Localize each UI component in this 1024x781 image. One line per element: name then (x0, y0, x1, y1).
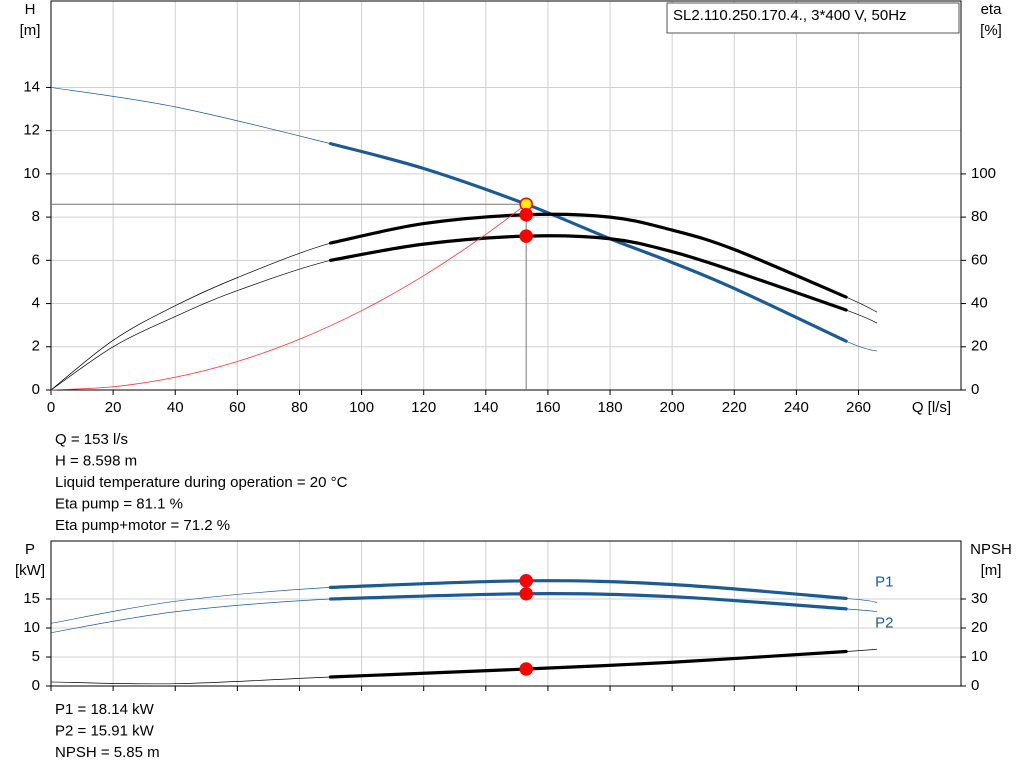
y2-tick-label: 30 (971, 590, 988, 607)
x-axis-label: Q [l/s] (912, 399, 951, 416)
y-tick-label: 8 (32, 208, 40, 225)
y2-tick-label: 80 (971, 208, 988, 225)
y-tick-label: 2 (32, 338, 40, 355)
y2-tick-label: 60 (971, 251, 988, 268)
y2-tick-label: 20 (971, 338, 988, 355)
y-tick-label: 0 (32, 381, 40, 398)
curve-thick (328, 649, 848, 679)
operating-point (519, 586, 533, 601)
info-line: P1 = 18.14 kW (55, 701, 155, 718)
operating-point (519, 574, 533, 588)
y2-axis-unit: [%] (980, 22, 1002, 39)
y2-axis-unit: [m] (981, 562, 1002, 579)
plot-frame (50, 540, 962, 687)
y2-tick-label: 0 (971, 677, 979, 694)
x-tick-label: 260 (846, 399, 871, 416)
y2-axis-label: eta (981, 1, 1003, 18)
curve-thick (328, 212, 848, 299)
y-tick-label: 0 (32, 677, 40, 694)
y-axis-label: H (25, 1, 36, 18)
x-tick-label: 160 (535, 399, 560, 416)
curve-thick (328, 234, 848, 312)
x-tick-label: 80 (291, 399, 308, 416)
y-tick-label: 5 (32, 648, 40, 665)
y-tick-label: 12 (23, 122, 40, 139)
chart-title: SL2.110.250.170.4., 3*400 V, 50Hz (673, 7, 907, 24)
y-tick-label: 10 (23, 619, 40, 636)
y-axis-unit: [kW] (15, 562, 45, 579)
info-line: Eta pump = 81.1 % (55, 495, 183, 512)
series-label: P1 (875, 573, 893, 590)
curve-thick (328, 142, 848, 343)
y-tick-label: 10 (23, 165, 40, 182)
info-line: P2 = 15.91 kW (55, 722, 155, 739)
y2-tick-label: 100 (971, 165, 996, 182)
y2-tick-label: 40 (971, 295, 988, 312)
operating-point (519, 229, 533, 243)
info-line: H = 8.598 m (55, 452, 137, 469)
curve-thin (50, 203, 527, 391)
operating-point (519, 207, 533, 222)
info-line: Q = 153 l/s (55, 431, 128, 448)
x-tick-label: 40 (167, 399, 184, 416)
x-tick-label: 200 (660, 399, 685, 416)
y-axis-unit: [m] (20, 22, 41, 39)
y2-tick-label: 0 (971, 381, 979, 398)
x-tick-label: 140 (473, 399, 498, 416)
x-tick-label: 20 (105, 399, 122, 416)
info-line: Eta pump+motor = 71.2 % (55, 517, 230, 534)
plot-frame (50, 0, 962, 391)
y-tick-label: 15 (23, 590, 40, 607)
operating-point (519, 662, 533, 676)
x-tick-label: 0 (47, 399, 55, 416)
x-tick-label: 60 (229, 399, 246, 416)
x-tick-label: 120 (411, 399, 436, 416)
y2-tick-label: 10 (971, 648, 988, 665)
y2-tick-label: 20 (971, 619, 988, 636)
x-tick-label: 100 (349, 399, 374, 416)
info-line: Liquid temperature during operation = 20… (55, 474, 348, 491)
y2-axis-label: NPSH (970, 541, 1012, 558)
x-tick-label: 220 (722, 399, 747, 416)
x-tick-label: 240 (784, 399, 809, 416)
curve-thick (328, 592, 848, 611)
y-tick-label: 4 (32, 295, 40, 312)
x-tick-label: 180 (598, 399, 623, 416)
y-tick-label: 14 (23, 78, 40, 95)
title-box (666, 2, 960, 34)
info-line: NPSH = 5.85 m (55, 744, 160, 761)
series-label: P2 (875, 615, 893, 632)
y-axis-label: P (25, 541, 35, 558)
y-tick-label: 6 (32, 251, 40, 268)
curve-thick (328, 579, 848, 601)
